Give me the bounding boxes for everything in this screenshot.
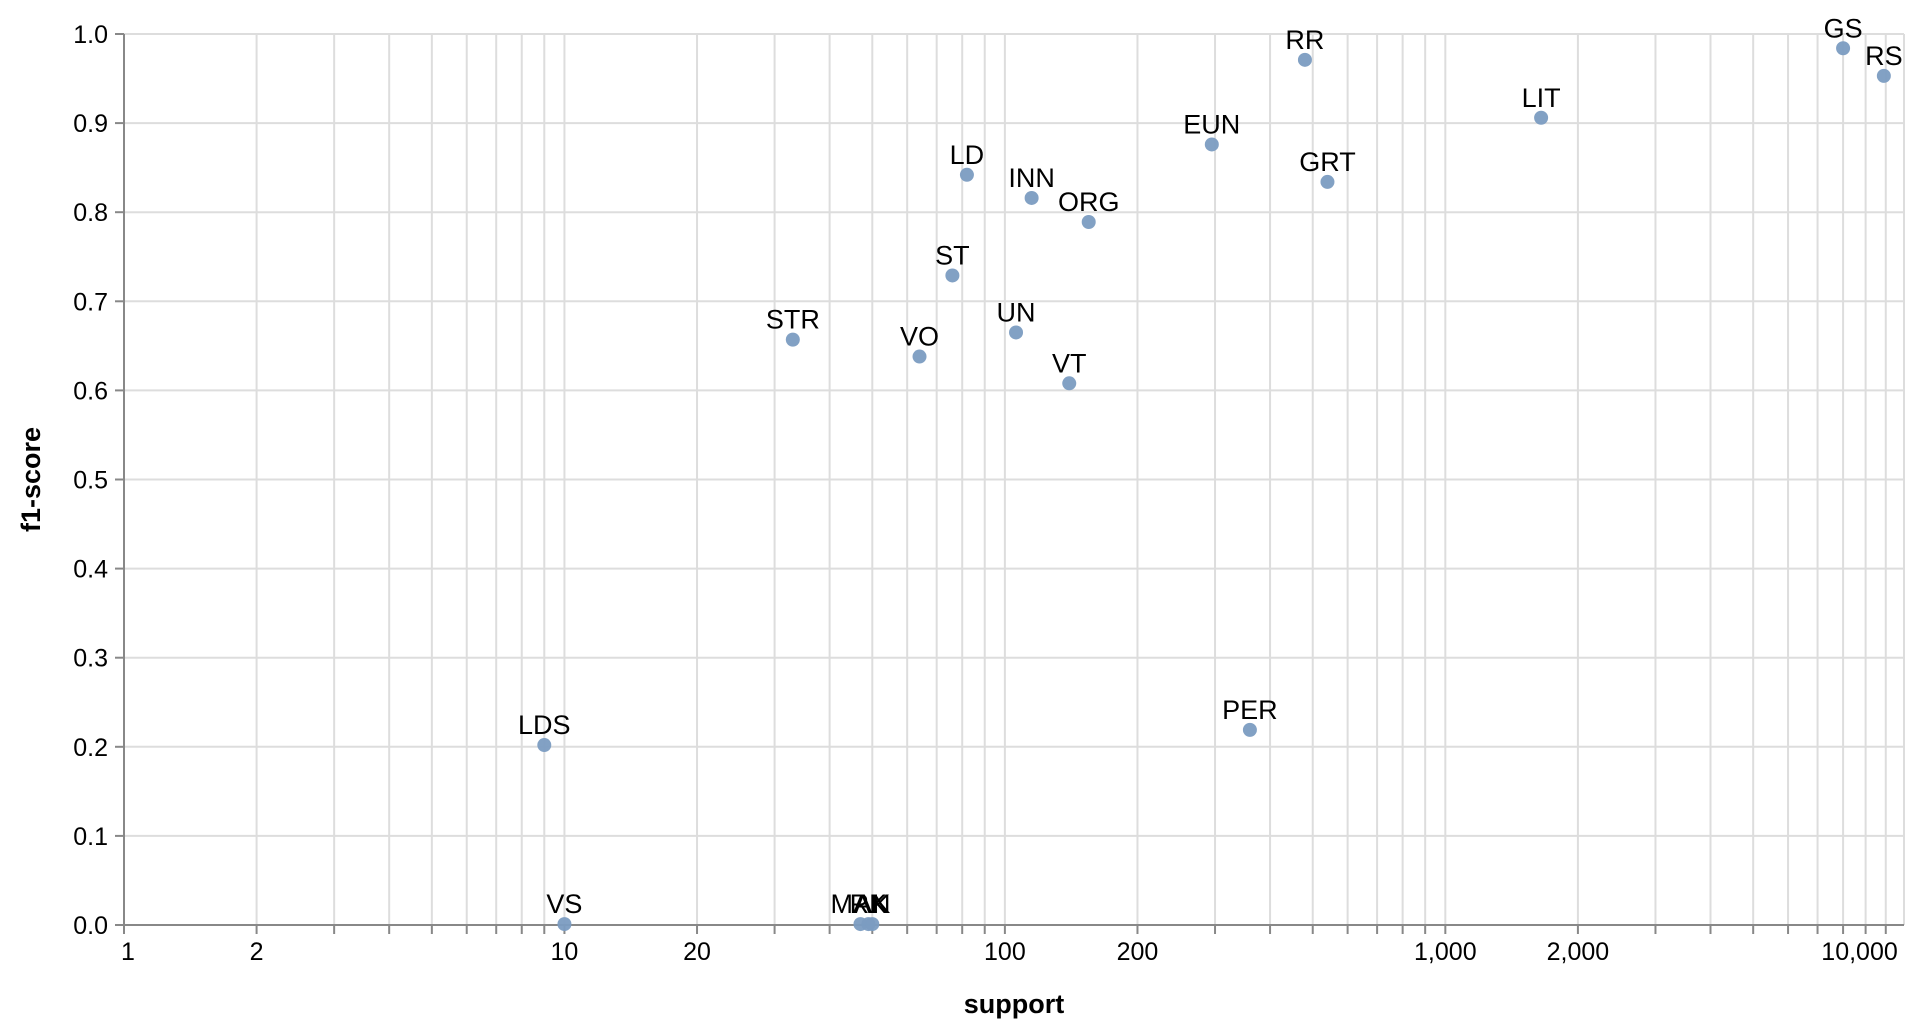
y-tick-label: 0.9 [73, 110, 108, 138]
data-point [1204, 137, 1219, 152]
point-label: MAN [830, 889, 890, 919]
data-points [537, 41, 1891, 932]
y-tick-label: 0.3 [73, 645, 108, 673]
y-tick-label: 0.7 [73, 288, 108, 316]
data-point [1242, 722, 1257, 737]
data-point [1320, 174, 1335, 189]
point-label: VT [1052, 348, 1087, 378]
y-tick-label: 0.8 [73, 199, 108, 227]
x-tick-label: 10,000 [1821, 938, 1897, 966]
data-point [1836, 41, 1851, 56]
data-point [912, 349, 927, 364]
point-label: LDS [518, 710, 571, 740]
x-tick-label: 100 [984, 938, 1026, 966]
point-label: PER [1222, 695, 1278, 725]
y-tick-label: 1.0 [73, 21, 108, 49]
data-point [945, 268, 960, 283]
data-point [1534, 110, 1549, 125]
point-label: ORG [1058, 187, 1120, 217]
point-label: GRT [1299, 147, 1356, 177]
data-point [537, 738, 552, 753]
data-point [1062, 376, 1077, 391]
y-tick-label: 0.0 [73, 912, 108, 940]
point-label: EUN [1183, 109, 1240, 139]
data-point [865, 917, 880, 932]
point-label: UN [997, 297, 1036, 327]
data-point [959, 167, 974, 182]
x-tick-label: 2 [250, 938, 264, 966]
x-tick-label: 10 [551, 938, 579, 966]
y-tick-labels: 0.0 0.1 0.2 0.3 0.4 0.5 0.6 0.7 0.8 0.9 1.0 [73, 21, 108, 940]
point-label: LIT [1522, 83, 1561, 113]
x-tick-label: 1,000 [1414, 938, 1477, 966]
x-axis-title: support [964, 989, 1065, 1019]
point-label: VO [900, 322, 939, 352]
point-label: VS [546, 889, 582, 919]
x-tick-label: 2,000 [1547, 938, 1610, 966]
data-point [785, 332, 800, 347]
axes [115, 33, 1904, 934]
point-label: LD [950, 140, 985, 170]
data-point [1009, 325, 1024, 340]
point-label: RR [1285, 25, 1324, 55]
y-tick-label: 0.5 [73, 467, 108, 495]
point-label: RS [1865, 41, 1903, 71]
point-label: STR [766, 305, 820, 335]
point-label: ST [935, 240, 970, 270]
data-point [1297, 52, 1312, 67]
point-label: GS [1824, 13, 1863, 43]
point-label: RK [850, 889, 888, 919]
y-axis-title: f1-score [16, 427, 46, 532]
x-tick-label: 1 [121, 938, 135, 966]
y-tick-label: 0.1 [73, 823, 108, 851]
data-point [557, 917, 572, 932]
x-tick-label: 200 [1117, 938, 1159, 966]
point-label: AK [854, 889, 890, 919]
y-tick-label: 0.4 [73, 556, 108, 584]
data-point [1876, 68, 1891, 83]
point-label: INN [1008, 163, 1055, 193]
data-point [1081, 215, 1096, 230]
y-tick-label: 0.6 [73, 377, 108, 405]
x-tick-labels: 1 2 10 20 100 200 1,000 2,000 10,000 [121, 938, 1898, 966]
x-tick-label: 20 [683, 938, 711, 966]
data-point [1024, 190, 1039, 205]
y-tick-label: 0.2 [73, 734, 108, 762]
